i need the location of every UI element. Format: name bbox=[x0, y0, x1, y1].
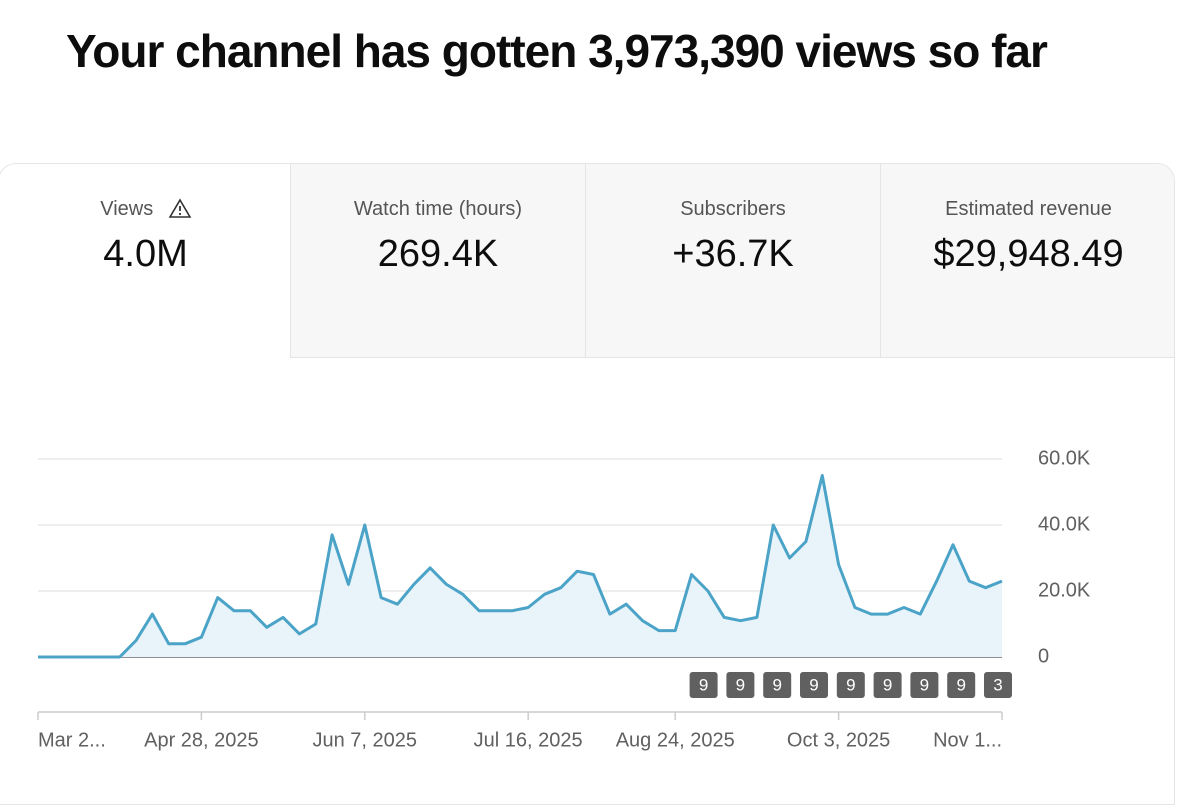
area-fill bbox=[38, 475, 1002, 657]
x-tick-label: Jul 16, 2025 bbox=[474, 729, 583, 751]
x-tick-label: Mar 2... bbox=[38, 729, 106, 751]
page: Your channel has gotten 3,973,390 views … bbox=[0, 25, 1175, 805]
tab-label: Estimated revenue bbox=[945, 198, 1112, 220]
tab-value: $29,948.49 bbox=[933, 233, 1124, 275]
annotation-marker[interactable] bbox=[910, 672, 939, 698]
annotation-marker[interactable] bbox=[726, 672, 755, 698]
tab-label: Views bbox=[1, 198, 290, 221]
annotation-label: 3 bbox=[993, 675, 1002, 694]
tab-revenue[interactable]: Estimated revenue $29,948.49 bbox=[880, 164, 1174, 358]
annotation-marker[interactable] bbox=[763, 672, 792, 698]
tab-subscribers[interactable]: Subscribers +36.7K bbox=[585, 164, 880, 358]
line bbox=[38, 474, 1003, 659]
x-tick-label: Oct 3, 2025 bbox=[787, 729, 890, 751]
x-tick-label: Aug 24, 2025 bbox=[616, 729, 735, 751]
annotation-label: 9 bbox=[736, 675, 745, 694]
annotation-label: 9 bbox=[956, 675, 965, 694]
tab-value: 269.4K bbox=[377, 233, 499, 275]
tab-value: +36.7K bbox=[672, 233, 794, 275]
annotation-label: 9 bbox=[809, 675, 818, 694]
annotation-label: 9 bbox=[920, 675, 929, 694]
x-tick-label: Jun 7, 2025 bbox=[313, 729, 418, 751]
x-tick-label: Nov 1... bbox=[933, 729, 1002, 751]
annotation-label: 9 bbox=[699, 675, 708, 694]
tab-label-text: Views bbox=[100, 198, 154, 220]
y-tick-label: 20.0K bbox=[1038, 579, 1091, 601]
annotation-label: 9 bbox=[883, 675, 892, 694]
y-tick-label: 40.0K bbox=[1038, 513, 1091, 535]
tab-views[interactable]: Views 4.0M bbox=[1, 164, 290, 358]
annotation-marker[interactable] bbox=[800, 672, 828, 698]
tab-label: Subscribers bbox=[680, 198, 786, 220]
x-tick-label: Apr 28, 2025 bbox=[144, 729, 259, 751]
tab-watch-time[interactable]: Watch time (hours) 269.4K bbox=[290, 164, 585, 358]
y-tick-label: 60.0K bbox=[1038, 447, 1091, 469]
page-title: Your channel has gotten 3,973,390 views … bbox=[66, 25, 1048, 77]
chart: 0 20.0K 40.0K 60.0K Mar 2... Apr 28, 2025 Jun … bbox=[37, 447, 1091, 751]
annotation-marker[interactable] bbox=[836, 672, 865, 698]
annotation-marker[interactable] bbox=[873, 672, 902, 698]
analytics-card: Views 4.0M Watch time (hours) 269.4K Sub… bbox=[0, 163, 1175, 805]
annotation-marker[interactable] bbox=[947, 672, 976, 698]
annotation-label: 9 bbox=[846, 675, 855, 694]
y-tick-label: 0 bbox=[1038, 645, 1049, 667]
annotation-marker[interactable] bbox=[689, 672, 718, 698]
annotation-marker[interactable] bbox=[984, 672, 1012, 698]
tab-value: 4.0M bbox=[103, 233, 188, 275]
tab-label: Watch time (hours) bbox=[353, 198, 523, 220]
warning-icon bbox=[168, 198, 192, 218]
annotation-label: 9 bbox=[772, 675, 781, 694]
